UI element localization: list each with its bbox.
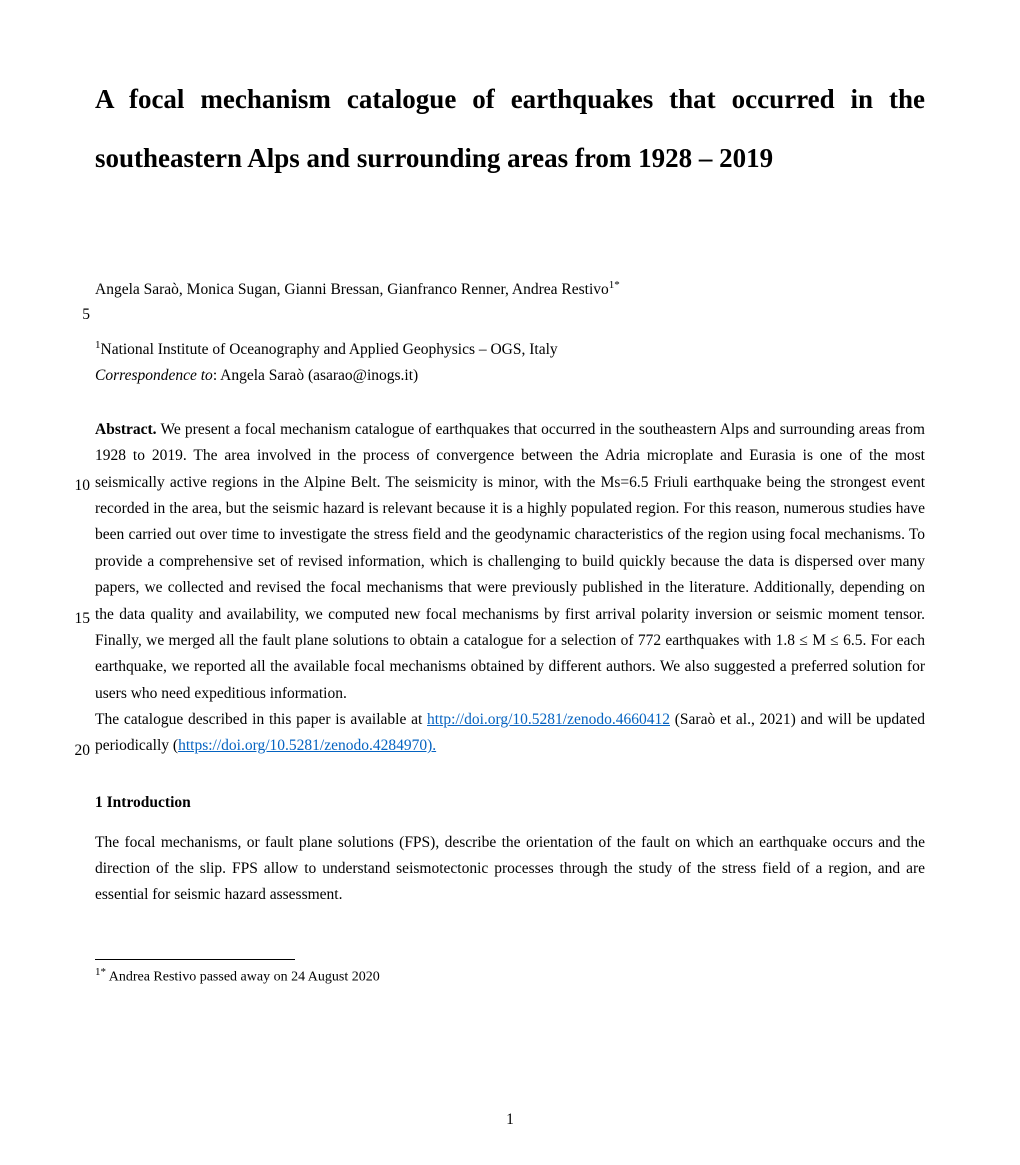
paper-title: A focal mechanism catalogue of earthquak…: [95, 70, 925, 189]
affiliation-line: 1National Institute of Oceanography and …: [95, 339, 925, 359]
authors-line: Angela Saraò, Monica Sugan, Gianni Bress…: [95, 279, 925, 299]
line-number: 5: [60, 306, 90, 324]
abstract-paragraph: Abstract. We present a focal mechanism c…: [95, 417, 925, 759]
footnote-superscript: 1*: [95, 966, 106, 978]
page-number: 1: [0, 1111, 1020, 1129]
authors-superscript: 1*: [609, 279, 620, 291]
line-number: 10: [60, 477, 90, 495]
section-heading-introduction: 1 Introduction: [95, 794, 925, 812]
line-number: 20: [60, 742, 90, 760]
abstract-tail-1: The catalogue described in this paper is…: [95, 711, 427, 728]
doi-link-1[interactable]: http://doi.org/10.5281/zenodo.4660412: [427, 711, 670, 728]
title-line-2: southeastern Alps and surrounding areas …: [95, 129, 925, 188]
footnote-line: 1* Andrea Restivo passed away on 24 Augu…: [95, 966, 925, 986]
introduction-paragraph: The focal mechanisms, or fault plane sol…: [95, 830, 925, 909]
footnote-separator: [95, 959, 295, 960]
correspondence-line: Correspondence to: Angela Saraò (asarao@…: [95, 367, 925, 385]
authors-text: Angela Saraò, Monica Sugan, Gianni Bress…: [95, 281, 609, 298]
footnote-text: Andrea Restivo passed away on 24 August …: [106, 969, 380, 984]
doi-link-2[interactable]: https://doi.org/10.5281/zenodo.4284970).: [178, 737, 436, 754]
abstract-label: Abstract.: [95, 421, 157, 438]
correspondence-label: Correspondence to: [95, 367, 213, 384]
affiliation-text: National Institute of Oceanography and A…: [101, 341, 558, 358]
correspondence-text: : Angela Saraò (asarao@inogs.it): [213, 367, 418, 384]
line-number: 15: [60, 610, 90, 628]
title-line-1: A focal mechanism catalogue of earthquak…: [95, 70, 925, 129]
abstract-body: We present a focal mechanism catalogue o…: [95, 421, 925, 701]
